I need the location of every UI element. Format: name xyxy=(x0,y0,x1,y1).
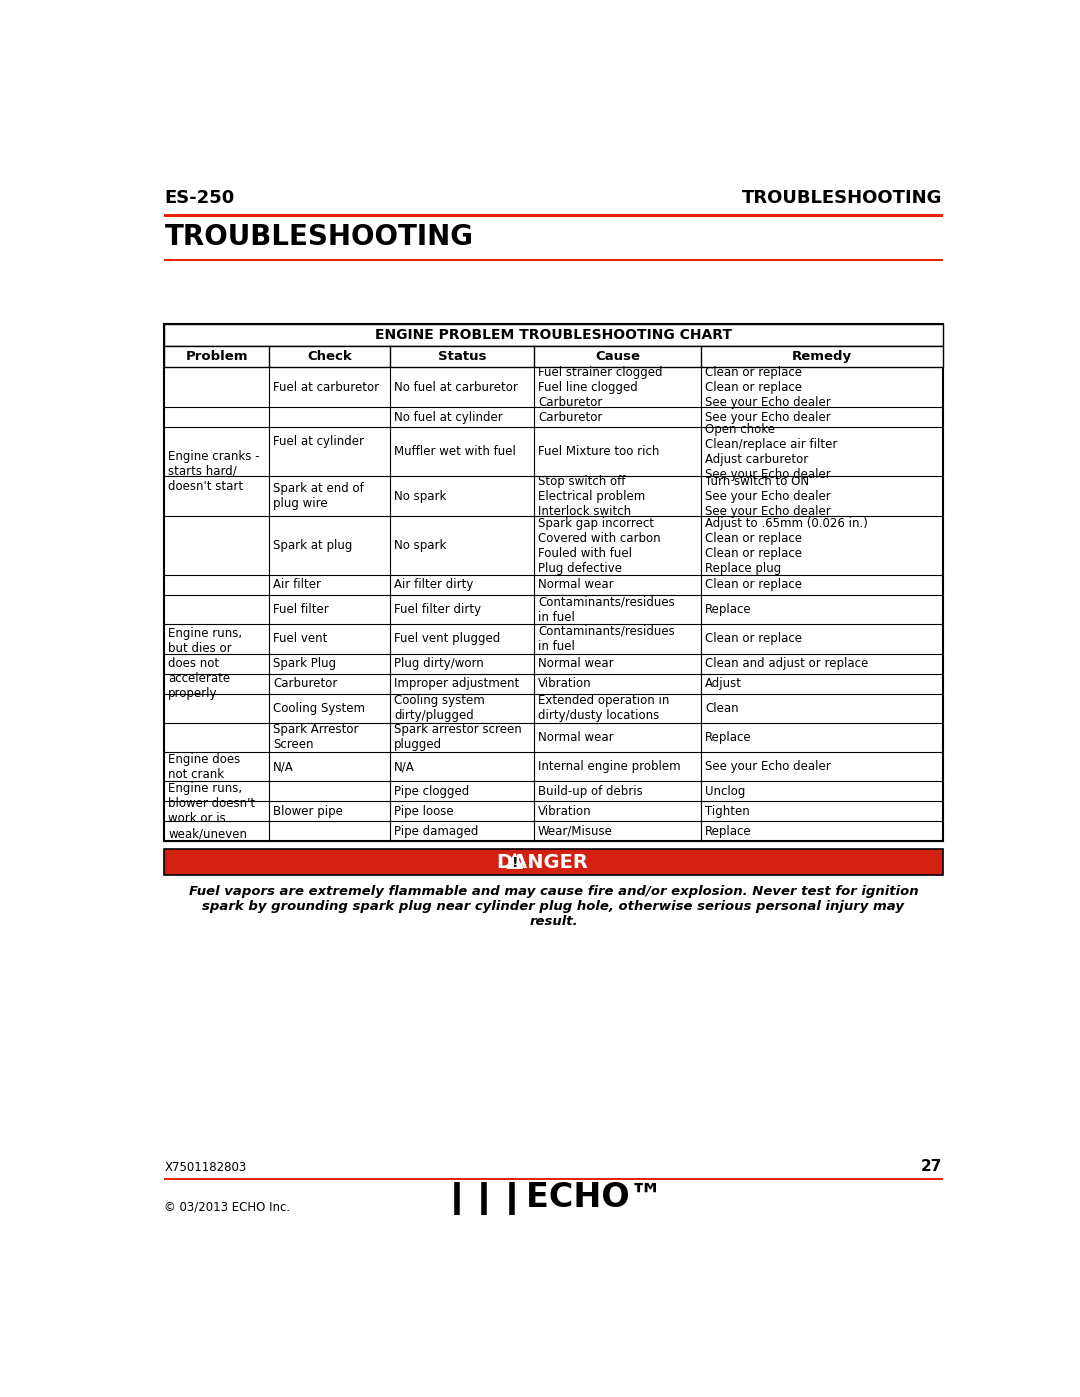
Text: Adjust to .65mm (0.026 in.)
Clean or replace
Clean or replace
Replace plug: Adjust to .65mm (0.026 in.) Clean or rep… xyxy=(705,517,868,574)
Text: Extended operation in
dirty/dusty locations: Extended operation in dirty/dusty locati… xyxy=(538,694,670,722)
Bar xyxy=(164,345,943,367)
Text: © 03/2013 ECHO Inc.: © 03/2013 ECHO Inc. xyxy=(164,1201,291,1214)
Text: Internal engine problem: Internal engine problem xyxy=(538,760,680,773)
Text: Spark at plug: Spark at plug xyxy=(273,539,353,552)
Text: Vibration: Vibration xyxy=(538,805,592,817)
Text: Cause: Cause xyxy=(595,349,640,363)
Text: Fuel vent plugged: Fuel vent plugged xyxy=(394,633,500,645)
Text: Spark at end of
plug wire: Spark at end of plug wire xyxy=(273,482,364,510)
Text: Clean: Clean xyxy=(705,701,739,715)
Text: Plug dirty/worn: Plug dirty/worn xyxy=(394,657,484,671)
Text: X7501182803: X7501182803 xyxy=(164,1161,246,1173)
Text: N/A: N/A xyxy=(273,760,294,773)
Text: TROUBLESHOOTING: TROUBLESHOOTING xyxy=(742,189,943,207)
Text: No spark: No spark xyxy=(394,490,446,503)
Text: DANGER: DANGER xyxy=(496,852,588,872)
Text: Unclog: Unclog xyxy=(705,785,745,798)
Text: Status: Status xyxy=(437,349,486,363)
Text: Cooling system
dirty/plugged: Cooling system dirty/plugged xyxy=(394,694,485,722)
Bar xyxy=(164,1178,943,1180)
Bar xyxy=(164,258,943,261)
Text: Fuel vapors are extremely flammable and may cause fire and/or explosion. Never t: Fuel vapors are extremely flammable and … xyxy=(189,884,918,928)
Text: Replace: Replace xyxy=(705,731,752,745)
Text: Remedy: Remedy xyxy=(792,349,852,363)
Text: 27: 27 xyxy=(921,1160,943,1173)
Bar xyxy=(164,849,943,876)
Text: Fuel strainer clogged
Fuel line clogged
Carburetor: Fuel strainer clogged Fuel line clogged … xyxy=(538,366,662,408)
Text: Problem: Problem xyxy=(186,349,248,363)
Text: Build-up of debris: Build-up of debris xyxy=(538,785,643,798)
Text: Open choke
Clean/replace air filter
Adjust carburetor
See your Echo dealer: Open choke Clean/replace air filter Adju… xyxy=(705,423,838,481)
Polygon shape xyxy=(508,854,523,868)
Text: Clean and adjust or replace: Clean and adjust or replace xyxy=(705,657,868,671)
Text: N/A: N/A xyxy=(394,760,415,773)
Text: Fuel filter dirty: Fuel filter dirty xyxy=(394,604,481,616)
Text: Engine cranks -
starts hard/
doesn't start: Engine cranks - starts hard/ doesn't sta… xyxy=(168,450,260,493)
Text: ❙❙❙ECHO™: ❙❙❙ECHO™ xyxy=(443,1182,664,1215)
Bar xyxy=(164,324,943,841)
Text: Pipe loose: Pipe loose xyxy=(394,805,454,817)
Text: TROUBLESHOOTING: TROUBLESHOOTING xyxy=(164,224,473,251)
Text: Replace: Replace xyxy=(705,824,752,838)
Text: Engine runs,
but dies or
does not
accelerate
properly: Engine runs, but dies or does not accele… xyxy=(168,627,242,700)
Text: !: ! xyxy=(512,856,518,870)
Text: No fuel at carburetor: No fuel at carburetor xyxy=(394,380,517,394)
Text: Spark gap incorrect
Covered with carbon
Fouled with fuel
Plug defective: Spark gap incorrect Covered with carbon … xyxy=(538,517,661,574)
Text: Replace: Replace xyxy=(705,604,752,616)
Text: Normal wear: Normal wear xyxy=(538,731,613,745)
Bar xyxy=(164,324,943,345)
Text: Clean or replace: Clean or replace xyxy=(705,578,802,591)
Text: No fuel at cylinder: No fuel at cylinder xyxy=(394,411,502,423)
Text: Spark arrestor screen
plugged: Spark arrestor screen plugged xyxy=(394,724,522,752)
Text: Improper adjustment: Improper adjustment xyxy=(394,678,519,690)
Text: Fuel Mixture too rich: Fuel Mixture too rich xyxy=(538,446,659,458)
Text: Wear/Misuse: Wear/Misuse xyxy=(538,824,612,838)
Text: Engine does
not crank: Engine does not crank xyxy=(168,753,241,781)
Text: Clean or replace
Clean or replace
See your Echo dealer: Clean or replace Clean or replace See yo… xyxy=(705,366,831,408)
Text: Carburetor: Carburetor xyxy=(538,411,603,423)
Text: Contaminants/residues
in fuel: Contaminants/residues in fuel xyxy=(538,624,675,652)
Text: Stop switch off
Electrical problem
Interlock switch: Stop switch off Electrical problem Inter… xyxy=(538,475,645,518)
Text: Contaminants/residues
in fuel: Contaminants/residues in fuel xyxy=(538,595,675,623)
Text: Vibration: Vibration xyxy=(538,678,592,690)
Text: ENGINE PROBLEM TROUBLESHOOTING CHART: ENGINE PROBLEM TROUBLESHOOTING CHART xyxy=(375,328,732,342)
Text: Blower pipe: Blower pipe xyxy=(273,805,343,817)
Text: Fuel at cylinder: Fuel at cylinder xyxy=(273,436,364,448)
Text: Muffler wet with fuel: Muffler wet with fuel xyxy=(394,446,516,458)
Text: Pipe clogged: Pipe clogged xyxy=(394,785,469,798)
Text: See your Echo dealer: See your Echo dealer xyxy=(705,411,831,423)
Text: Spark Arrestor
Screen: Spark Arrestor Screen xyxy=(273,724,359,752)
Text: Fuel vent: Fuel vent xyxy=(273,633,327,645)
Text: Adjust: Adjust xyxy=(705,678,742,690)
Text: Turn switch to ON
See your Echo dealer
See your Echo dealer: Turn switch to ON See your Echo dealer S… xyxy=(705,475,831,518)
Text: Air filter dirty: Air filter dirty xyxy=(394,578,473,591)
Text: Spark Plug: Spark Plug xyxy=(273,657,337,671)
Text: ES-250: ES-250 xyxy=(164,189,234,207)
Text: Engine runs,
blower doesn't
work or is
weak/uneven: Engine runs, blower doesn't work or is w… xyxy=(168,782,256,841)
Text: Fuel filter: Fuel filter xyxy=(273,604,329,616)
Text: Check: Check xyxy=(308,349,352,363)
Text: Normal wear: Normal wear xyxy=(538,578,613,591)
Text: Fuel at carburetor: Fuel at carburetor xyxy=(273,380,379,394)
Text: No spark: No spark xyxy=(394,539,446,552)
Bar xyxy=(164,214,943,217)
Text: Cooling System: Cooling System xyxy=(273,701,365,715)
Text: Normal wear: Normal wear xyxy=(538,657,613,671)
Text: Carburetor: Carburetor xyxy=(273,678,338,690)
Text: Tighten: Tighten xyxy=(705,805,750,817)
Text: Pipe damaged: Pipe damaged xyxy=(394,824,478,838)
Text: Air filter: Air filter xyxy=(273,578,322,591)
Text: Clean or replace: Clean or replace xyxy=(705,633,802,645)
Text: See your Echo dealer: See your Echo dealer xyxy=(705,760,831,773)
